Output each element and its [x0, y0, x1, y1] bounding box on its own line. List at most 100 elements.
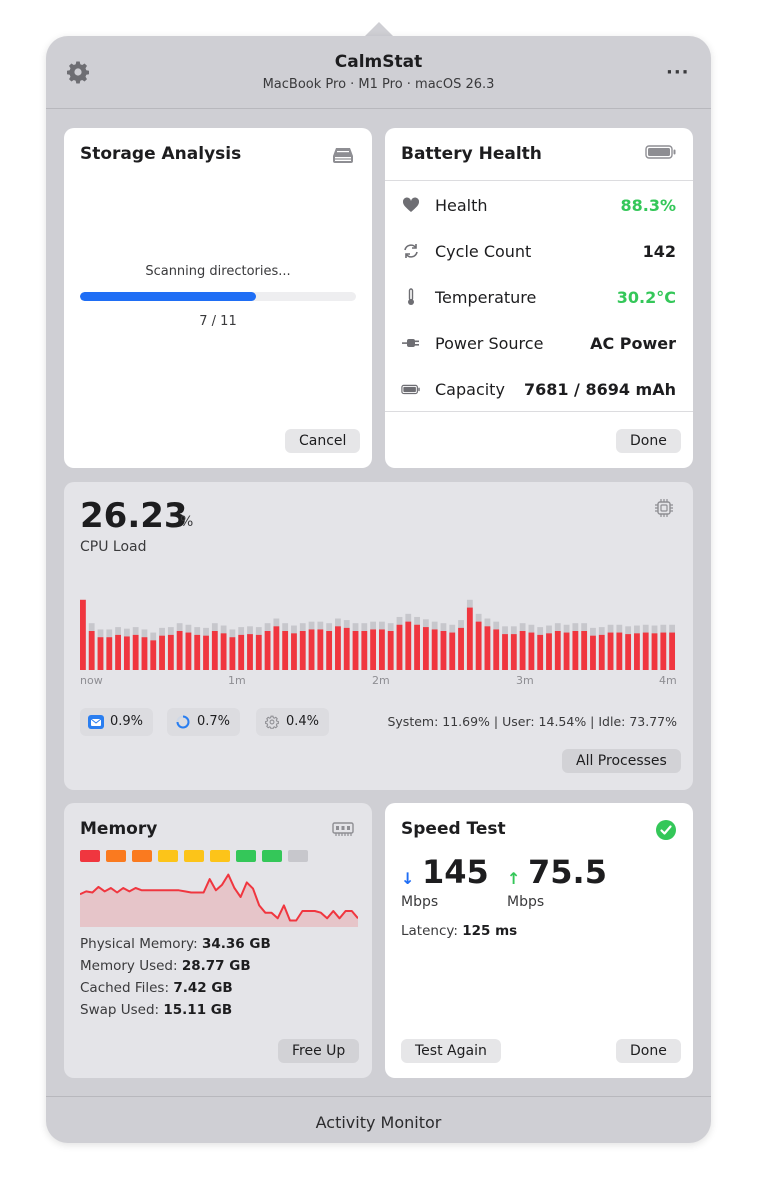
cycle-icon	[404, 244, 418, 258]
cpu-history-bar	[273, 626, 280, 670]
battery-icon	[401, 384, 420, 395]
cpu-history-bar	[264, 631, 271, 670]
memory-pressure-segment	[210, 850, 230, 862]
memory-pressure-segment	[262, 850, 282, 862]
more-options-icon[interactable]: ···	[666, 62, 690, 83]
cpu-history-bar	[528, 632, 535, 670]
battery-row-temperature: Temperature 30.2°C	[385, 282, 692, 312]
battery-done-button[interactable]: Done	[616, 429, 681, 453]
cpu-history-bar	[546, 633, 552, 670]
cpu-history-bar	[167, 634, 174, 670]
battery-row-health: Health 88.3%	[385, 190, 692, 220]
cpu-history-bar	[229, 637, 236, 670]
process-pill-mail[interactable]: 0.9%	[80, 708, 154, 736]
cpu-history-bar	[317, 629, 324, 670]
scan-status: Scanning directories...	[145, 264, 291, 279]
download-arrow-icon: ↓	[401, 869, 415, 888]
memory-pressure-segment	[132, 850, 152, 862]
scan-progress-bar	[80, 292, 356, 301]
cpu-history-bar	[282, 631, 289, 670]
cpu-history-bar	[211, 631, 218, 670]
cpu-load-card: 26.23 % CPU Load now 1m 2m 3m 4m 0.9%	[64, 482, 693, 790]
cpu-history-bar	[458, 627, 464, 670]
memory-stat-value: 7.42 GB	[173, 980, 233, 996]
cpu-history-bar	[449, 632, 456, 670]
cpu-history-chart	[80, 599, 676, 670]
battery-row-label: Temperature	[435, 288, 537, 307]
process-pill-progress[interactable]: 0.7%	[167, 708, 241, 736]
check-circle-icon	[656, 820, 676, 840]
battery-title: Battery Health	[401, 144, 542, 164]
memory-title: Memory	[80, 819, 158, 839]
cancel-button[interactable]: Cancel	[285, 429, 361, 453]
battery-row-cycle-count: Cycle Count 142	[385, 236, 692, 266]
memory-stat-cached: Cached Files: 7.42 GB	[80, 980, 233, 996]
battery-health-card: Battery Health Health 88.3% Cycle Count …	[385, 128, 693, 468]
cpu-history-bar	[475, 621, 482, 670]
upload-arrow-icon: ↑	[507, 869, 521, 888]
cpu-history-bar	[159, 635, 165, 670]
cpu-history-bar	[466, 607, 473, 670]
free-up-button[interactable]: Free Up	[278, 1039, 360, 1063]
cpu-history-bar	[141, 637, 148, 670]
battery-row-value: 88.3%	[620, 196, 676, 215]
cpu-history-bar	[440, 631, 447, 670]
upload-speed-unit: Mbps	[507, 894, 545, 910]
memory-history-area	[80, 874, 358, 927]
all-processes-button[interactable]: All Processes	[562, 749, 681, 773]
memory-card: Memory Physical Memory: 34.36 GB Memory …	[64, 803, 372, 1078]
popover-footer[interactable]: Activity Monitor	[46, 1096, 711, 1143]
cpu-history-bar	[484, 626, 491, 670]
speed-done-button[interactable]: Done	[616, 1039, 681, 1063]
cpu-history-bar	[396, 624, 403, 670]
cpu-history-bar	[414, 624, 420, 670]
cpu-tick-label: 3m	[516, 674, 534, 687]
cpu-history-bar	[291, 633, 297, 670]
memory-stat-value: 28.77 GB	[181, 958, 251, 974]
cpu-history-bar	[255, 634, 262, 670]
battery-row-capacity: Capacity 7681 / 8694 mAh	[385, 374, 692, 404]
heart-icon	[402, 197, 420, 212]
storage-analysis-card: Storage Analysis Scanning directories...…	[64, 128, 372, 468]
cpu-history-bar	[335, 626, 341, 670]
download-speed-value: 145	[422, 853, 489, 891]
cpu-history-bar	[519, 631, 526, 670]
memory-stat-used: Memory Used: 28.77 GB	[80, 958, 251, 974]
cpu-history-bar	[238, 634, 245, 670]
calmstat-popover: CalmStat MacBook Pro · M1 Pro · macOS 26…	[46, 36, 711, 1143]
popover-header: CalmStat MacBook Pro · M1 Pro · macOS 26…	[46, 36, 711, 109]
cpu-history-bar	[581, 631, 588, 670]
cpu-history-bar	[326, 631, 333, 670]
latency-row: Latency: 125 ms	[401, 923, 517, 939]
cpu-history-bar	[308, 629, 315, 670]
memory-pressure-segment	[236, 850, 256, 862]
cpu-tick-label: 2m	[372, 674, 390, 687]
battery-row-value: 7681 / 8694 mAh	[523, 380, 676, 399]
storage-title: Storage Analysis	[80, 144, 242, 164]
cpu-history-bar	[642, 632, 649, 670]
memory-stat-swap: Swap Used: 15.11 GB	[80, 1002, 232, 1018]
cpu-chip-icon	[655, 499, 673, 517]
test-again-button[interactable]: Test Again	[401, 1039, 501, 1063]
battery-row-value: AC Power	[590, 334, 676, 353]
cpu-history-bar	[607, 632, 614, 670]
drive-icon	[333, 148, 353, 163]
cpu-history-bar	[361, 631, 368, 670]
gear-icon[interactable]	[66, 60, 90, 84]
cpu-history-bar	[247, 634, 253, 670]
cpu-load-unit: %	[180, 514, 194, 530]
scan-progress-count: 7 / 11	[199, 314, 237, 329]
cpu-history-bar	[422, 627, 429, 670]
speed-test-title: Speed Test	[401, 819, 506, 839]
download-speed-unit: Mbps	[401, 894, 439, 910]
cpu-history-bar	[510, 634, 517, 670]
battery-row-label: Cycle Count	[435, 242, 532, 261]
battery-row-label: Health	[435, 196, 488, 215]
scan-progress-fill	[80, 292, 256, 301]
latency-value: 125 ms	[462, 923, 518, 939]
cpu-history-bar	[625, 634, 632, 670]
activity-monitor-link[interactable]: Activity Monitor	[315, 1113, 442, 1132]
cpu-tick-label: 1m	[228, 674, 246, 687]
memory-pressure-segment	[80, 850, 100, 862]
process-pill-settings[interactable]: 0.4%	[256, 708, 330, 736]
